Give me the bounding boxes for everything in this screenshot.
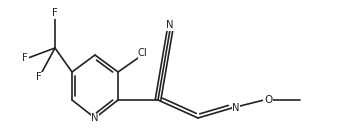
Text: O: O <box>264 95 272 105</box>
Text: N: N <box>166 20 174 30</box>
Text: N: N <box>91 113 99 123</box>
Text: Cl: Cl <box>138 48 148 58</box>
Text: F: F <box>52 8 58 18</box>
Text: N: N <box>232 103 240 113</box>
Text: F: F <box>36 72 42 82</box>
Text: F: F <box>22 53 28 63</box>
